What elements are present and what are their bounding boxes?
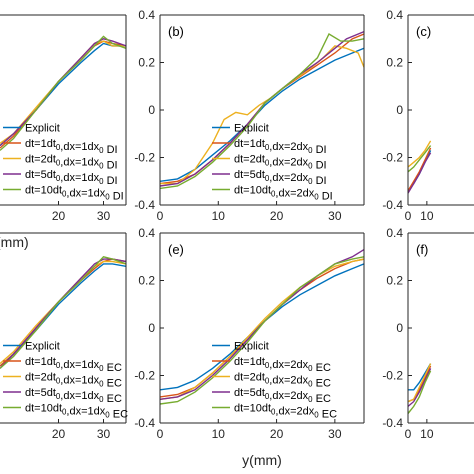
legend: Explicit dt=1dt0,dx=1dx0 DIdt=2dt0,dx=1dx… [3, 123, 124, 203]
x-tick-label: 30 [97, 427, 111, 441]
legend-label: dt=1dt0,dx=1dx0 EC [25, 356, 122, 374]
chart-panel-4: 20 30 Explicit dt=1dt0,dx=1dx0 ECdt=2dt0,dx… [0, 232, 128, 441]
legend-label: dt=10dt0,dx=2dx0 EC [234, 403, 337, 421]
y-tick-label: -0.4 [134, 416, 155, 430]
y-tick-label: -0.4 [134, 198, 155, 212]
legend-label: Explicit [234, 123, 269, 135]
x-tick-label: 10 [420, 209, 434, 223]
x-tick-label: 20 [270, 427, 284, 441]
series-line-2-3 [160, 45, 364, 185]
series-line-4-5 [0, 256, 126, 369]
y-tick-label: -0.2 [134, 151, 155, 165]
y-tick-label: 0.2 [138, 274, 155, 288]
legend-label: dt=2dt0,dx=1dx0 DI [25, 154, 118, 172]
y-tick-label: -0.2 [134, 369, 155, 383]
legend-label: dt=5dt0,dx=1dx0 EC [25, 387, 122, 405]
y-tick-label: 0.4 [138, 8, 155, 22]
legend-label: Explicit [25, 123, 60, 135]
x-tick-label: 20 [52, 427, 66, 441]
series-line-4-4 [0, 258, 126, 369]
series-line-6-4 [408, 368, 432, 407]
chart-panel-2: 0 10 20 30 -0.4 -0.2 0 0.2 0.4 (b) Explicit dt=1dt0… [134, 8, 365, 223]
legend: Explicit dt=1dt0,dx=1dx0 ECdt=2dt0,dx=1dx… [3, 341, 128, 421]
series-line-6-3 [408, 363, 432, 403]
y-tick-label: -0.4 [382, 416, 403, 430]
series-line-5-3 [160, 258, 364, 400]
legend-label: dt=5dt0,dx=2dx0 DI [234, 169, 327, 187]
series-line-3-5 [408, 145, 432, 173]
y-tick-label: 0.4 [386, 226, 403, 240]
series-line-3-2 [408, 147, 432, 192]
series-line-3-3 [408, 140, 432, 168]
legend-label: dt=10dt0,dx=1dx0 DI [25, 185, 124, 203]
x-axis-title: r(mm) [0, 234, 29, 250]
legend-label: Explicit [25, 341, 60, 353]
x-tick-label: 10 [212, 209, 226, 223]
x-tick-label: 20 [270, 209, 284, 223]
series-line-2-5 [160, 33, 364, 190]
x-tick-label: 0 [405, 209, 412, 223]
legend-label: dt=2dt0,dx=2dx0 EC [234, 372, 331, 390]
series-line-5-5 [160, 256, 364, 405]
legend-label: dt=10dt0,dx=1dx0 EC [25, 403, 128, 421]
x-tick-label: 20 [52, 209, 66, 223]
series-line-6-5 [408, 370, 432, 414]
x-tick-label: 0 [157, 209, 164, 223]
y-tick-label: 0.2 [138, 56, 155, 70]
chart-panel-6: 0 10 -0.4 -0.2 0 0.2 0.4 (f) [382, 226, 474, 441]
y-tick-label: 0.2 [386, 274, 403, 288]
y-tick-label: 0 [396, 103, 403, 117]
series-line-1-5 [0, 35, 126, 151]
panel-label: (f) [416, 242, 428, 257]
series-line-3-4 [408, 152, 432, 194]
y-tick-label: 0 [396, 321, 403, 335]
legend-label: dt=1dt0,dx=2dx0 EC [234, 356, 331, 374]
y-tick-label: 0 [148, 103, 155, 117]
chart-panel-1: 20 30 r(mm) Explicit dt=1dt0,dx=1dx0 DIdt=2d… [0, 14, 127, 250]
legend-label: Explicit [234, 341, 269, 353]
y-tick-label: 0.2 [386, 56, 403, 70]
y-tick-label: -0.2 [382, 369, 403, 383]
legend-label: dt=2dt0,dx=2dx0 DI [234, 154, 327, 172]
x-tick-label: 30 [328, 209, 342, 223]
legend: Explicit dt=1dt0,dx=2dx0 ECdt=2dt0,dx=2dx… [212, 341, 337, 421]
legend-label: dt=5dt0,dx=1dx0 DI [25, 169, 118, 187]
y-tick-label: -0.2 [382, 151, 403, 165]
chart-panel-3: 0 10 -0.4 -0.2 0 0.2 0.4 (c) [382, 8, 474, 223]
x-tick-label: 10 [212, 427, 226, 441]
legend-label: dt=10dt0,dx=2dx0 DI [234, 185, 333, 203]
x-tick-label: 0 [157, 427, 164, 441]
legend-label: dt=5dt0,dx=2dx0 EC [234, 387, 331, 405]
x-tick-label: 30 [328, 427, 342, 441]
chart-panel-5: 0 10 20 30 -0.4 -0.2 0 0.2 0.4 (e) y(mm) Explicit dt… [134, 226, 365, 468]
y-tick-label: -0.4 [382, 198, 403, 212]
x-tick-label: 0 [405, 427, 412, 441]
legend: Explicit dt=1dt0,dx=2dx0 DIdt=2dt0,dx=2dx… [212, 123, 333, 203]
legend-label: dt=1dt0,dx=2dx0 DI [234, 138, 327, 156]
x-axis-title: y(mm) [242, 452, 282, 468]
x-tick-label: 30 [97, 209, 111, 223]
panel-label: (e) [168, 242, 184, 257]
y-tick-label: 0 [148, 321, 155, 335]
legend-label: dt=1dt0,dx=1dx0 DI [25, 138, 118, 156]
panel-label: (b) [168, 24, 184, 39]
legend-label: dt=2dt0,dx=1dx0 EC [25, 372, 122, 390]
x-tick-label: 10 [420, 427, 434, 441]
y-tick-label: 0.4 [138, 226, 155, 240]
panel-label: (c) [416, 24, 431, 39]
y-tick-label: 0.4 [386, 8, 403, 22]
